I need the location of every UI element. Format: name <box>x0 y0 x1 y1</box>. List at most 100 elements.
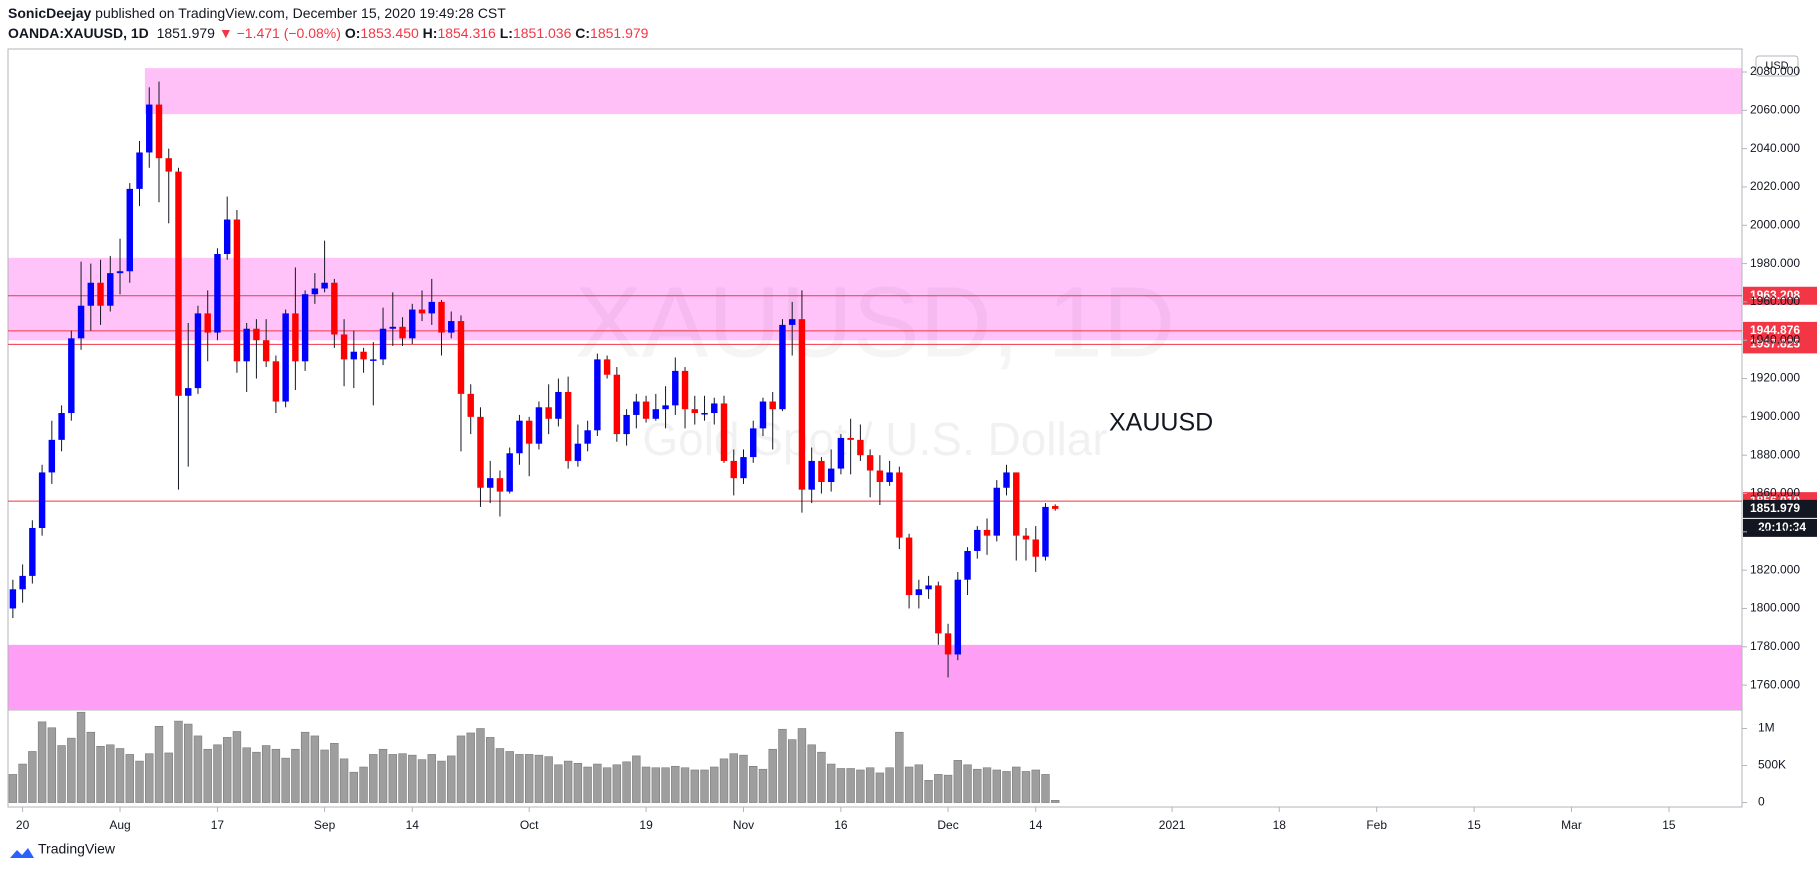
candle-body <box>535 407 543 444</box>
x-tick-label: Aug <box>109 818 130 832</box>
candle-body <box>29 527 36 576</box>
candle-body <box>360 351 367 360</box>
volume-bar <box>349 771 359 803</box>
candle-body <box>233 219 241 362</box>
volume-bar <box>8 774 18 803</box>
volume-bar <box>427 754 436 803</box>
y-tick-label: 1780.000 <box>1750 639 1800 653</box>
volume-bar <box>895 731 904 803</box>
candle-body <box>925 585 932 590</box>
candle-body <box>418 309 426 314</box>
candle-body <box>681 370 689 410</box>
volume-bar <box>573 763 583 803</box>
x-tick-label: 15 <box>1662 818 1676 832</box>
volume-bar <box>671 765 680 803</box>
candle-body <box>1003 472 1010 488</box>
volume-bar <box>115 748 125 803</box>
candle-body <box>613 374 621 435</box>
volume-bar <box>749 765 758 803</box>
volume-bar <box>826 763 836 803</box>
volume-bar <box>700 769 709 803</box>
volume-bar <box>924 780 933 803</box>
author: SonicDeejay <box>8 5 92 21</box>
volume-bar <box>398 753 407 803</box>
candle-body <box>389 326 397 329</box>
candle-body <box>19 575 26 590</box>
volume-bar <box>865 767 875 803</box>
volume-bar <box>203 748 212 803</box>
watermark-subtitle: Gold Spot / U.S. Dollar <box>642 413 1107 465</box>
volume-bar <box>524 754 534 803</box>
last: 1851.979 <box>156 25 215 41</box>
zone <box>144 68 1742 115</box>
volume-bar <box>28 751 37 803</box>
volume-bar <box>719 758 729 803</box>
volume-bar <box>690 769 699 803</box>
candle-body <box>847 437 854 440</box>
candle-body <box>672 370 679 406</box>
volume-bar <box>914 764 924 803</box>
volume-bar <box>817 751 826 803</box>
candle-body <box>370 359 377 361</box>
level-label: 1963.208 <box>1750 288 1800 302</box>
candle-body <box>555 391 562 419</box>
volume-bar <box>96 745 105 803</box>
volume-bar <box>193 735 203 803</box>
candle-body <box>194 313 202 389</box>
footer: TradingView <box>38 841 116 857</box>
candle-body <box>837 437 845 469</box>
candle-body <box>905 537 913 596</box>
candle-body <box>399 326 406 339</box>
candle-body <box>379 328 387 360</box>
candle-body <box>983 529 991 536</box>
volume-bar <box>943 774 953 803</box>
candle-body <box>340 334 348 360</box>
candle-body <box>827 468 835 483</box>
volume-bar <box>417 759 427 803</box>
candle-body <box>730 460 737 479</box>
candle-body <box>97 282 104 306</box>
x-tick-label: 14 <box>1029 818 1043 832</box>
candle-body <box>146 104 153 153</box>
candle-body <box>691 409 698 414</box>
y-tick-label: 1940.000 <box>1750 332 1800 346</box>
candle-body <box>467 393 474 417</box>
ohlc: O:1853.450 H:1854.316 L:1851.036 C:1851.… <box>345 25 649 41</box>
volume-bar <box>252 751 261 803</box>
published: published on TradingView.com, December 1… <box>95 5 506 21</box>
volume-bar <box>447 755 456 803</box>
legend: OANDA:XAUUSD, 1D 1851.979 ▼ −1.471 (−0.0… <box>8 25 648 41</box>
volume-bar <box>47 727 57 803</box>
currency: USD <box>1765 60 1788 72</box>
candle-body <box>350 351 358 360</box>
volume-bar <box>145 753 154 803</box>
volume-bar <box>904 766 914 803</box>
candle-body <box>564 391 572 461</box>
candle-body <box>107 273 114 306</box>
candle-body <box>1013 472 1020 536</box>
volume-bar <box>18 763 27 803</box>
candle-body <box>331 282 338 335</box>
candle-body <box>779 324 786 410</box>
x-tick-label: Nov <box>733 818 754 832</box>
volume-bar <box>154 725 164 803</box>
volume-bar <box>875 772 885 803</box>
volume-bar <box>378 748 388 803</box>
level-label: 1937.825 <box>1750 337 1800 351</box>
y-tick-label: 1980.000 <box>1750 256 1800 270</box>
volume-bar <box>680 767 690 803</box>
x-tick-label: Mar <box>1561 818 1582 832</box>
candle-body <box>652 409 660 419</box>
candle-body <box>516 420 523 454</box>
candle-body <box>185 388 192 396</box>
candle-body <box>301 294 309 362</box>
candle-body <box>136 152 143 189</box>
volume-bar <box>953 760 962 803</box>
candle-body <box>594 359 601 431</box>
labels: 1963.2081944.8761937.8251856.0101851.979… <box>1743 286 1817 537</box>
volume-bar <box>222 737 232 803</box>
header: SonicDeejay published on TradingView.com… <box>8 5 506 21</box>
annotation: XAUUSD <box>1109 409 1213 437</box>
candle-body <box>9 589 17 609</box>
candle-body <box>623 414 630 435</box>
